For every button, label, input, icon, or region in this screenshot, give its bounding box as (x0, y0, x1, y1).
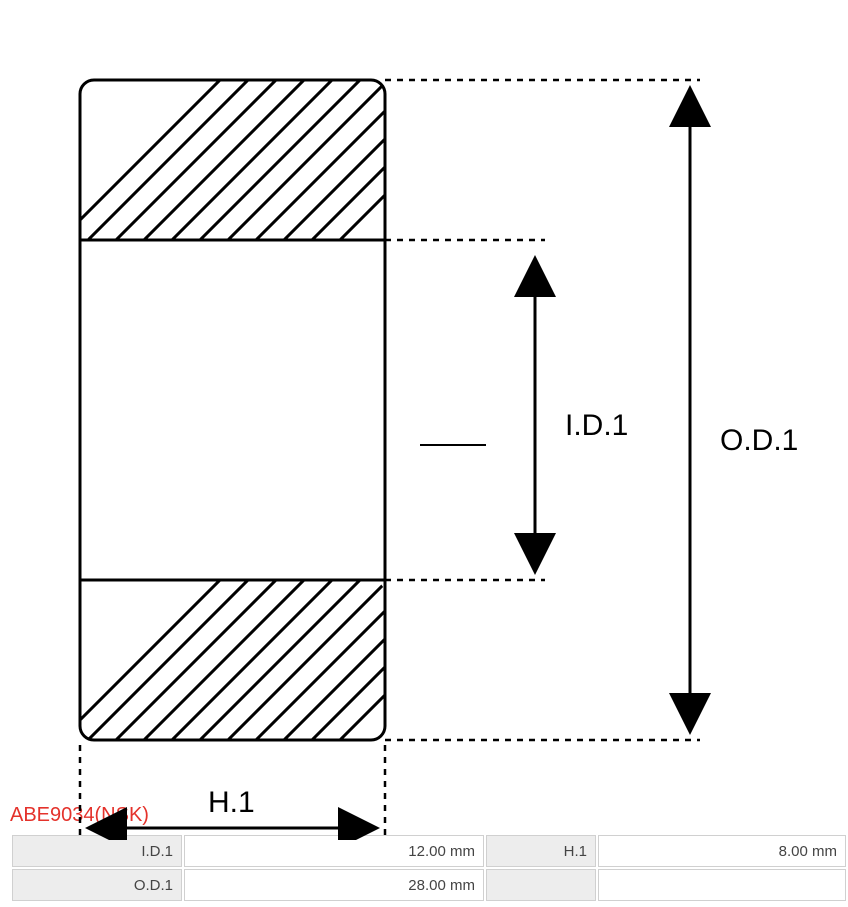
cell-label (486, 869, 596, 901)
h-label: H.1 (208, 786, 255, 819)
cell-label: O.D.1 (12, 869, 182, 901)
od-label: O.D.1 (720, 424, 798, 457)
diagram-svg: I.D.1 O.D.1 H.1 (10, 40, 838, 840)
table-row: O.D.1 28.00 mm (12, 869, 846, 901)
spec-table: I.D.1 12.00 mm H.1 8.00 mm O.D.1 28.00 m… (10, 833, 848, 903)
cell-value: 28.00 mm (184, 869, 484, 901)
id-label: I.D.1 (565, 409, 628, 442)
bearing-section-diagram: I.D.1 O.D.1 H.1 (0, 0, 848, 800)
cell-value (598, 869, 846, 901)
